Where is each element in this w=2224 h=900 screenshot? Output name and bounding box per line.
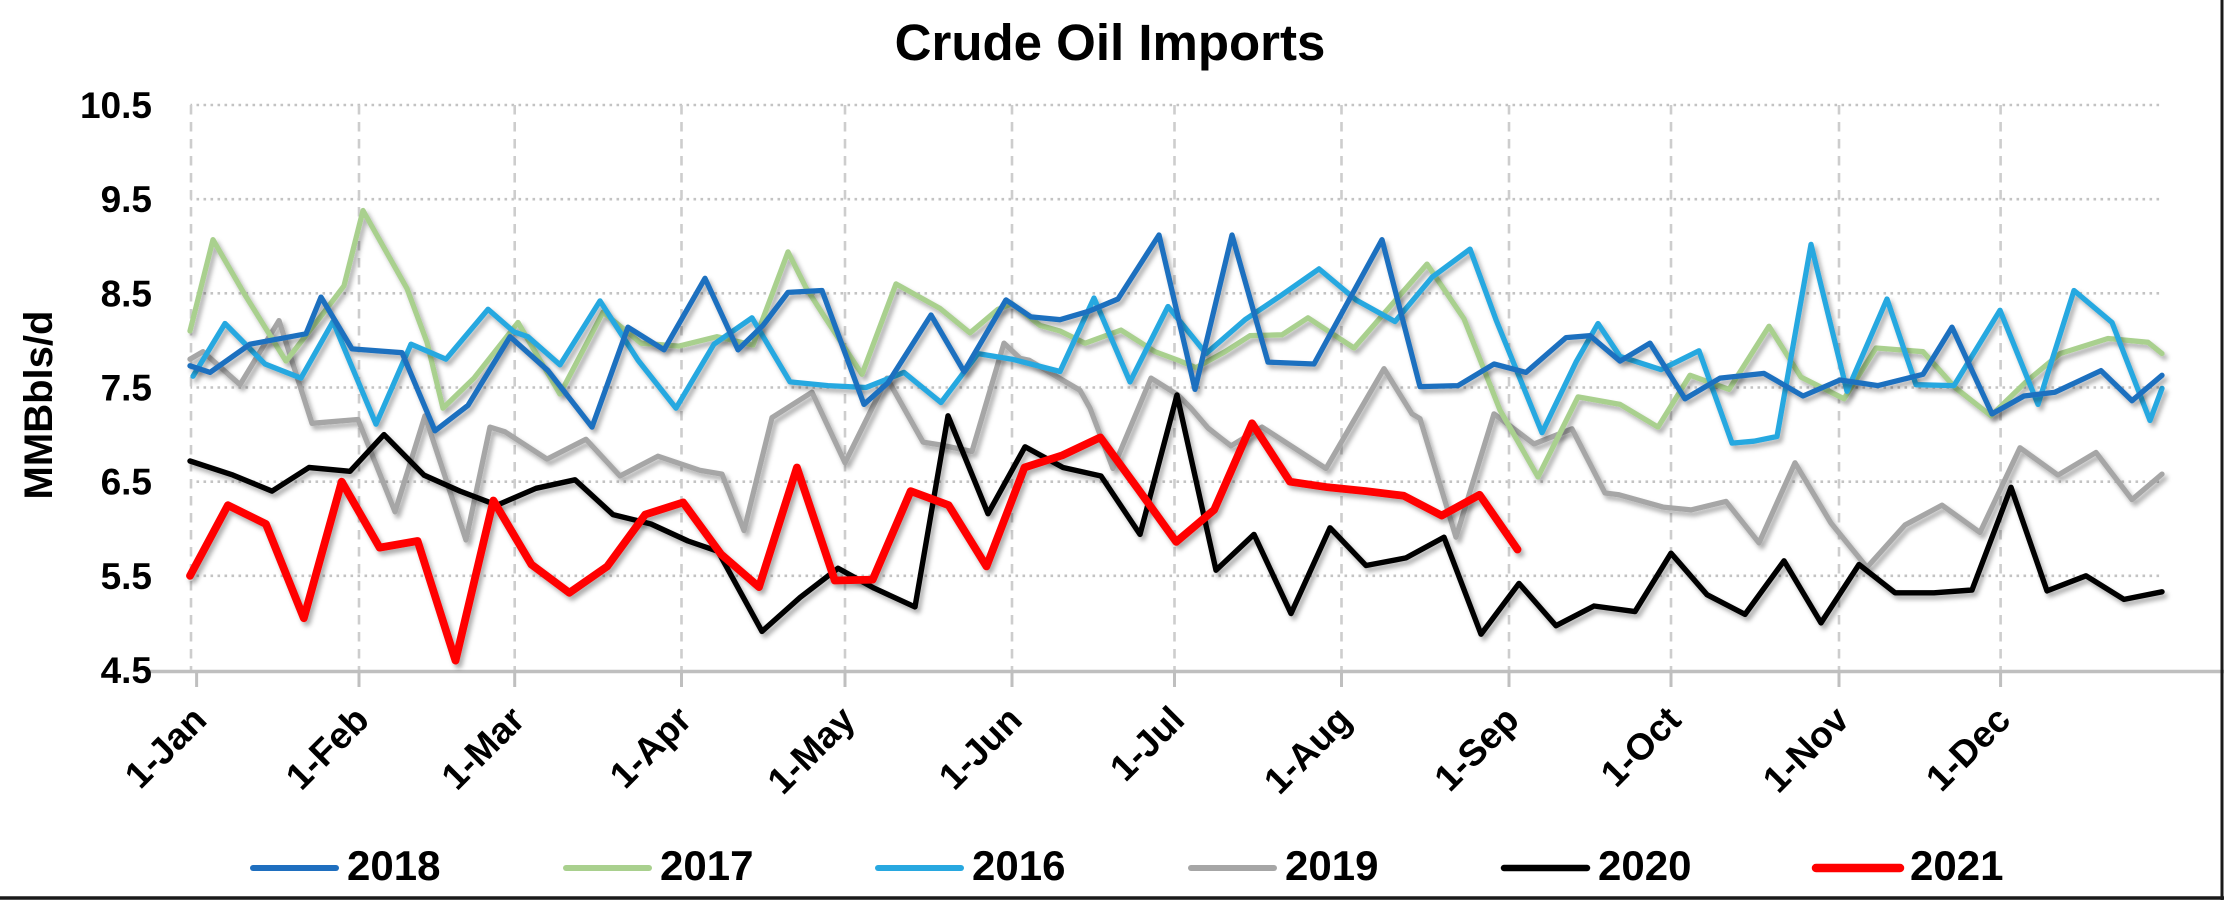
svg-text:2020: 2020 [1598,842,1691,889]
svg-text:9.5: 9.5 [101,179,152,220]
svg-text:MMBbls/d: MMBbls/d [17,311,61,500]
svg-text:7.5: 7.5 [101,368,152,409]
svg-text:2017: 2017 [660,842,753,889]
svg-text:2016: 2016 [972,842,1065,889]
svg-text:2018: 2018 [347,842,440,889]
svg-text:10.5: 10.5 [80,85,152,126]
svg-text:6.5: 6.5 [101,462,152,503]
svg-text:2019: 2019 [1285,842,1378,889]
svg-text:4.5: 4.5 [101,650,152,691]
svg-text:2021: 2021 [1910,842,2003,889]
svg-text:8.5: 8.5 [101,273,152,314]
svg-text:Crude Oil Imports: Crude Oil Imports [895,14,1326,71]
svg-text:5.5: 5.5 [101,556,152,597]
